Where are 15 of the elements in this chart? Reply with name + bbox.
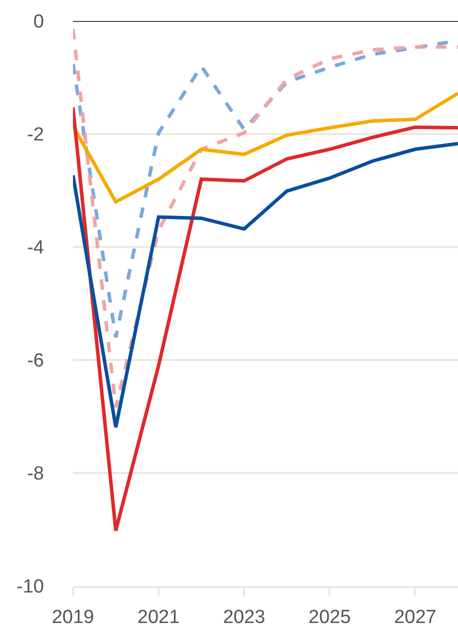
- x-tick-label: 2025: [308, 606, 351, 628]
- y-tick-label: -6: [27, 350, 44, 372]
- y-tick-label: -2: [27, 124, 44, 146]
- line-series: [73, 27, 458, 410]
- x-tick-label: 2021: [137, 606, 180, 628]
- y-tick-label: 0: [33, 12, 44, 33]
- y-tick-label: -4: [27, 238, 44, 259]
- x-tick-label: 2027: [394, 606, 436, 628]
- line-series: [73, 142, 458, 429]
- line-series: [73, 92, 458, 204]
- x-tick-label: 2019: [52, 606, 94, 628]
- y-tick-label: -8: [27, 464, 44, 485]
- y-tick-label: -10: [16, 576, 44, 598]
- line-series: [73, 106, 458, 532]
- x-tick-label: 2023: [222, 606, 266, 628]
